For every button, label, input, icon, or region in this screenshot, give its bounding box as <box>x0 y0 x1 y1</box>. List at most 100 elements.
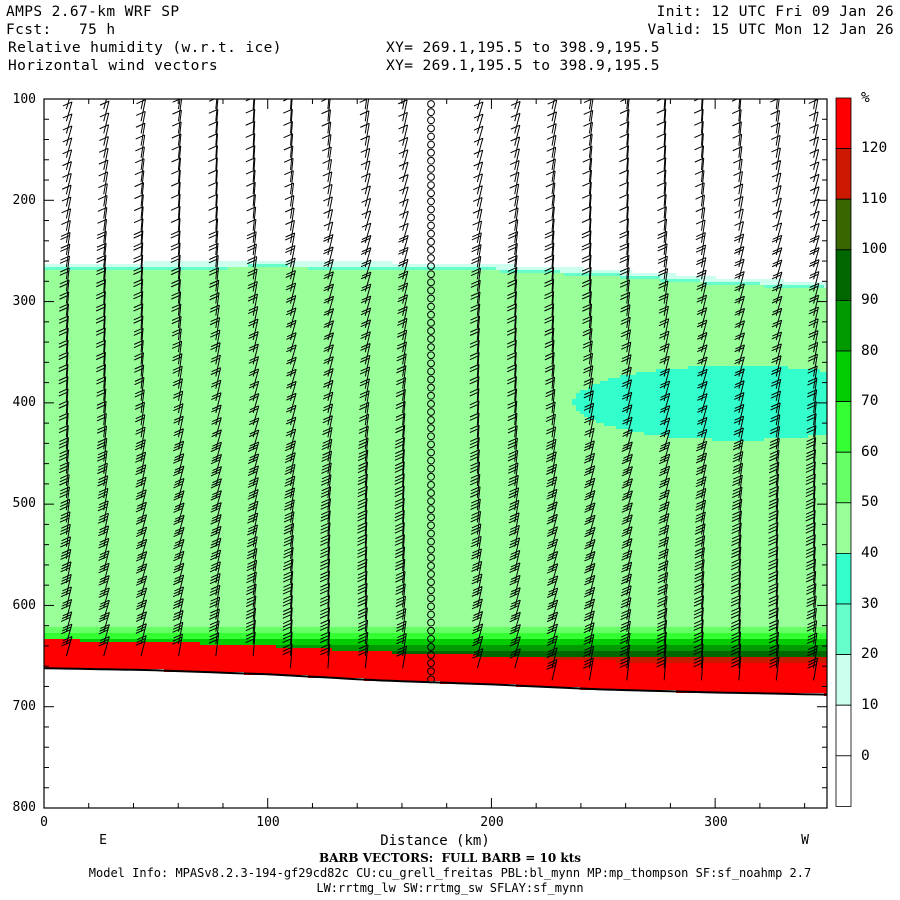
wind-barb-flag <box>62 125 73 131</box>
wind-barb-flag <box>357 485 368 491</box>
humidity-cell <box>636 633 641 639</box>
wind-barb-flag <box>172 636 183 642</box>
wind-barb <box>476 280 481 304</box>
humidity-cell <box>712 627 717 633</box>
humidity-cell <box>528 633 533 639</box>
humidity-cell <box>312 639 317 645</box>
wind-barb-flag <box>361 307 371 313</box>
wind-barb <box>588 353 594 377</box>
humidity-cell <box>396 633 401 639</box>
humidity-cell <box>236 633 241 639</box>
wind-barb-flag <box>772 319 782 325</box>
humidity-cell <box>116 267 121 270</box>
wind-barb-flag <box>546 556 557 562</box>
wind-barb-flag <box>133 233 143 239</box>
wind-barb <box>700 158 705 183</box>
humidity-cell <box>720 645 725 651</box>
humidity-cell <box>352 270 357 627</box>
wind-barb-flag <box>623 441 633 447</box>
wind-barb-flag <box>357 540 367 546</box>
wind-barb-flag <box>733 451 744 457</box>
wind-barb <box>364 148 371 171</box>
wind-barb <box>103 183 108 207</box>
wind-barb <box>215 243 219 268</box>
wind-barb-flag <box>732 489 742 495</box>
humidity-cell <box>484 651 489 657</box>
wind-barb-flag <box>584 480 595 486</box>
wind-barb-flag <box>394 492 404 498</box>
x-tick-0: 0 <box>40 815 48 830</box>
wind-barb-flag <box>395 602 405 608</box>
wind-barb-flag <box>544 242 555 248</box>
wind-barb <box>177 99 183 122</box>
humidity-cell <box>512 645 517 651</box>
wind-barb-flag <box>547 662 557 667</box>
humidity-cell <box>732 663 737 693</box>
wind-barb-flag <box>398 174 409 180</box>
humidity-cell <box>308 261 313 267</box>
wind-barb-flag <box>248 468 258 474</box>
humidity-cell <box>260 264 265 267</box>
wind-barb-flag <box>398 258 409 264</box>
wind-barb-flag <box>657 602 667 608</box>
humidity-cell <box>708 633 713 639</box>
wind-barb-flag <box>135 628 146 634</box>
wind-barb-flag <box>282 613 292 619</box>
humidity-cell <box>564 276 569 627</box>
wind-barb-flag <box>209 279 219 285</box>
wind-barb-flag <box>697 407 707 413</box>
humidity-cell <box>640 276 645 279</box>
humidity-cell <box>732 657 737 663</box>
wind-barb-flag <box>133 306 143 312</box>
humidity-cell <box>536 639 541 645</box>
wind-barb-flag <box>546 426 556 432</box>
wind-barb-flag <box>174 550 185 556</box>
wind-barb <box>290 643 293 669</box>
wind-barb <box>364 583 368 608</box>
wind-barb <box>738 158 743 183</box>
wind-barb-flag <box>60 235 70 241</box>
humidity-cell <box>784 285 789 288</box>
wind-barb-flag <box>61 641 71 647</box>
wind-barb-flag <box>693 613 704 619</box>
calm-wind-circle <box>427 553 435 562</box>
wind-barb-flag <box>619 659 630 665</box>
wind-barb-flag <box>135 592 146 598</box>
wind-barb-flag <box>697 383 707 389</box>
humidity-cell <box>392 654 397 681</box>
humidity-cell <box>144 642 149 669</box>
humidity-cell <box>64 639 69 669</box>
humidity-cell <box>580 414 585 627</box>
humidity-cell <box>144 261 149 267</box>
wind-barb-flag <box>136 464 147 470</box>
wind-barb <box>65 208 72 231</box>
wind-barb <box>476 523 482 547</box>
wind-barb-flag <box>60 486 70 492</box>
humidity-cell <box>556 639 561 645</box>
wind-barb-flag <box>546 568 557 574</box>
wind-barb <box>103 364 107 389</box>
wind-barb-flag <box>98 568 108 574</box>
humidity-cell <box>816 633 821 639</box>
wind-barb-flag <box>660 380 670 386</box>
humidity-cell <box>632 273 637 276</box>
wind-barb <box>327 109 331 134</box>
humidity-cell <box>812 288 817 369</box>
wind-barb <box>514 487 520 511</box>
humidity-cell <box>612 426 617 627</box>
humidity-cell <box>220 270 225 627</box>
wind-barb-flag <box>323 249 333 255</box>
humidity-cell <box>480 633 485 639</box>
humidity-cell <box>740 285 745 366</box>
wind-barb-flag <box>136 479 146 485</box>
wind-barb-flag <box>286 428 296 434</box>
wind-barb-flag <box>398 161 409 167</box>
humidity-cell <box>488 639 493 645</box>
wind-barb-flag <box>210 471 221 477</box>
wind-barb-flag <box>620 627 630 633</box>
humidity-cell <box>172 261 177 267</box>
humidity-cell <box>384 639 389 645</box>
humidity-cell <box>632 639 637 645</box>
humidity-cell <box>56 639 61 669</box>
wind-barb-flag <box>771 310 782 316</box>
